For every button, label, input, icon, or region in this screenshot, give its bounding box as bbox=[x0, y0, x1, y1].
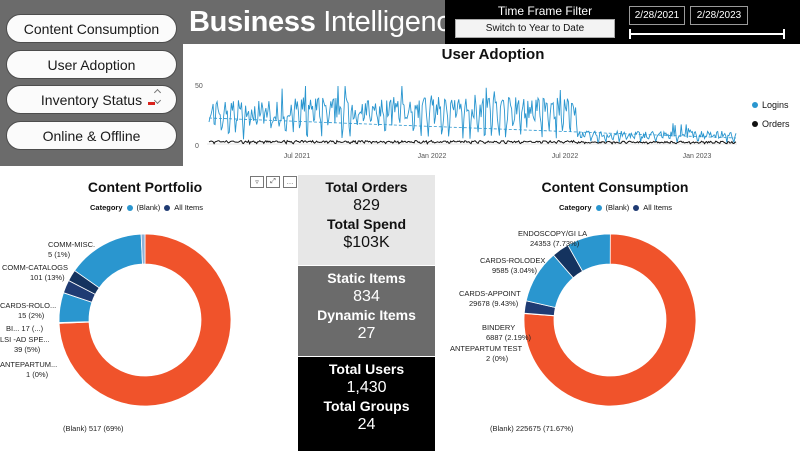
total-orders-label: Total Orders bbox=[325, 179, 408, 195]
y-tick-50: 50 bbox=[195, 83, 203, 90]
portfolio-donut-chart bbox=[58, 233, 232, 407]
nav-panel: Content Consumption User Adoption Invent… bbox=[0, 0, 183, 166]
total-users-value: 1,430 bbox=[346, 379, 387, 396]
switch-to-ytd-button[interactable]: Switch to Year to Date bbox=[455, 19, 615, 38]
slider-start-handle[interactable] bbox=[629, 29, 631, 39]
label-bi: BI... 17 (...) bbox=[6, 324, 44, 333]
label-comm-catalogs: COMM-CATALOGS 101 (13%) bbox=[2, 263, 68, 282]
total-spend-value: $103K bbox=[343, 234, 390, 251]
donut-slice--blank-[interactable] bbox=[58, 233, 232, 407]
all-items-dot-icon bbox=[164, 204, 171, 211]
content-portfolio-title: Content Portfolio bbox=[87, 179, 203, 195]
logins-trendline bbox=[208, 117, 737, 139]
nav-inventory-status-button[interactable]: Inventory Status bbox=[6, 85, 177, 114]
time-frame-filter: Time Frame Filter Switch to Year to Date… bbox=[445, 0, 800, 44]
total-groups-label: Total Groups bbox=[323, 398, 410, 414]
label-antepartum: ANTEPARTUM... 1 (0%) bbox=[0, 360, 58, 379]
filter-icon[interactable]: ▿ bbox=[250, 176, 264, 188]
total-groups-value: 24 bbox=[357, 416, 376, 433]
blank-dot-icon bbox=[595, 204, 602, 211]
portfolio-category-legend: Category (Blank) All Items bbox=[90, 203, 204, 212]
user-adoption-title: User Adoption bbox=[441, 46, 545, 63]
label-cards-appoint: CARDS-APPOINT 29678 (9.43%) bbox=[459, 289, 521, 308]
label-comm-misc: COMM-MISC. 5 (1%) bbox=[48, 240, 96, 259]
user-adoption-chart: 50 0 Jul 2021 Jan 2022 Jul 2022 Jan 2023 bbox=[195, 83, 737, 160]
x-tick-label: Jul 2022 bbox=[552, 153, 579, 160]
nav-content-consumption-button[interactable]: Content Consumption bbox=[6, 14, 177, 43]
kpi-users-groups: Total Users 1,430 Total Groups 24 bbox=[298, 357, 435, 451]
all-items-dot-icon bbox=[633, 204, 640, 211]
label-blank: (Blank) 517 (69%) bbox=[63, 424, 124, 433]
end-date-input[interactable]: 2/28/2023 bbox=[690, 6, 748, 25]
time-frame-label: Time Frame Filter bbox=[497, 4, 593, 18]
label-antepartum-test: ANTEPARTUM TEST 2 (0%) bbox=[450, 344, 523, 363]
dynamic-items-value: 27 bbox=[357, 325, 376, 342]
more-options-icon[interactable]: … bbox=[283, 176, 297, 188]
blank-dot-icon bbox=[126, 204, 133, 211]
label-lsi: LSI -AD SPE... 39 (5%) bbox=[0, 335, 50, 354]
label-blank: (Blank) 225675 (71.67%) bbox=[490, 424, 574, 433]
label-cards-rolo: CARDS-ROLO... 15 (2%) bbox=[0, 301, 57, 320]
label-endoscopy: ENDOSCOPY/GI LA 24353 (7.73%) bbox=[518, 229, 588, 248]
donut-slice-endoscopy-gi-la[interactable] bbox=[567, 233, 611, 272]
alert-indicator-icon bbox=[148, 102, 155, 105]
page-title: Business Intelligence bbox=[189, 5, 467, 38]
banner: Business Intelligence bbox=[183, 0, 467, 44]
slider-end-handle[interactable] bbox=[783, 29, 785, 39]
orders-dot-icon bbox=[752, 121, 758, 127]
donut-slice--blank-[interactable] bbox=[523, 233, 697, 407]
x-tick-label: Jan 2022 bbox=[418, 153, 447, 160]
static-items-label: Static Items bbox=[327, 270, 406, 286]
total-users-label: Total Users bbox=[328, 361, 405, 377]
legend-orders[interactable]: Orders bbox=[752, 119, 790, 129]
static-items-value: 834 bbox=[353, 288, 380, 305]
consumption-category-legend: Category (Blank) All Items bbox=[559, 203, 673, 212]
x-tick-label: Jul 2021 bbox=[284, 153, 311, 160]
total-orders-value: 829 bbox=[353, 197, 380, 214]
consumption-donut-chart bbox=[523, 233, 697, 407]
total-spend-label: Total Spend bbox=[326, 216, 407, 232]
kpi-orders-spend: Total Orders 829 Total Spend $103K bbox=[298, 175, 435, 265]
logins-series bbox=[208, 85, 737, 145]
kpi-items: Static Items 834 Dynamic Items 27 bbox=[298, 266, 435, 356]
logins-dot-icon bbox=[752, 102, 758, 108]
dynamic-items-label: Dynamic Items bbox=[317, 307, 416, 323]
focus-mode-icon[interactable]: ⤢ bbox=[266, 176, 280, 188]
content-consumption-title: Content Consumption bbox=[541, 179, 689, 195]
label-bindery: BINDERY 6887 (2.19%) bbox=[482, 323, 532, 342]
nav-online-offline-button[interactable]: Online & Offline bbox=[6, 121, 177, 150]
nav-inventory-status-label: Inventory Status bbox=[40, 91, 143, 108]
nav-user-adoption-button[interactable]: User Adoption bbox=[6, 50, 177, 79]
donut-slice-comm-misc-[interactable] bbox=[140, 233, 146, 265]
start-date-input[interactable]: 2/28/2021 bbox=[629, 6, 685, 25]
label-cards-rolodex: CARDS-ROLODEX 9585 (3.04%) bbox=[480, 256, 546, 275]
legend-logins[interactable]: Logins bbox=[752, 100, 789, 110]
x-tick-label: Jan 2023 bbox=[683, 153, 712, 160]
y-tick-0: 0 bbox=[195, 143, 199, 150]
date-range-slider[interactable] bbox=[629, 29, 785, 39]
orders-series bbox=[208, 139, 737, 145]
scroll-arrows-icon[interactable] bbox=[153, 88, 162, 105]
